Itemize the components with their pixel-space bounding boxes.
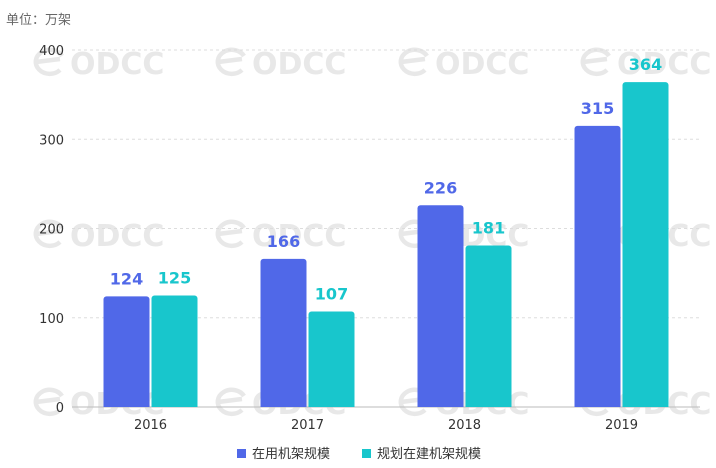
bar-base [622,403,669,407]
y-tick-label: 200 [39,223,64,238]
watermark-logo-icon [33,219,64,249]
bar-in-use-2018 [417,205,464,407]
y-tick-label: 400 [39,44,64,59]
x-tick-label: 2016 [134,418,167,433]
watermark-text: ODCC [252,219,346,254]
data-label: 364 [629,55,662,74]
watermark: ODCC [33,219,164,254]
data-label: 166 [267,232,300,251]
unit-label: 单位：万架 [6,13,71,28]
y-tick-label: 300 [39,133,64,148]
watermark-logo-icon [215,47,246,77]
watermark: ODCC [33,47,164,82]
y-tick-label: 0 [56,401,64,416]
data-label: 124 [110,269,143,288]
watermark-logo-icon [33,47,64,77]
y-tick-label: 100 [39,312,64,327]
watermark-text: ODCC [70,47,164,82]
watermark-logo-icon [215,219,246,249]
bar-in-use-2016 [103,296,150,407]
labels-layer: 124 125 2016 166 107 2017 226 181 2018 315 364 2019 [110,55,662,433]
legend-swatch [237,449,246,458]
watermark-text: ODCC [70,219,164,254]
legend-label: 规划在建机架规模 [377,447,481,462]
watermark: ODCC [215,219,346,254]
watermark: ODCC [398,47,529,82]
bar-base [308,403,355,407]
bar-base [417,403,464,407]
bar-in-use-2017 [260,258,307,407]
bar-in-use-2019 [574,125,621,408]
x-tick-label: 2018 [448,418,481,433]
data-label: 226 [424,178,457,197]
watermark-logo-icon [215,387,246,417]
bar-planned-2019 [622,82,669,407]
watermark-logo-icon [33,387,64,417]
data-label: 107 [315,285,348,304]
watermark: ODCC [580,47,711,82]
watermark: ODCC [215,47,346,82]
x-tick-label: 2019 [605,418,638,433]
bar-base [574,403,621,407]
legend-item: 在用机架规模 [237,447,330,462]
legend-swatch [362,449,371,458]
watermark-text: ODCC [435,47,529,82]
watermark-logo-icon [398,47,429,77]
watermark-logo-icon [580,47,611,77]
bar-base [465,403,512,407]
bar-base [103,403,150,407]
watermark-text: ODCC [252,47,346,82]
bar-planned-2016 [151,295,198,407]
bar-planned-2017 [308,311,355,407]
legend-label: 在用机架规模 [252,447,330,462]
bar-base [151,403,198,407]
bar-base [260,403,307,407]
legend: 在用机架规模 规划在建机架规模 [237,447,481,462]
x-tick-label: 2017 [291,418,324,433]
data-label: 181 [472,218,505,237]
watermark-text: ODCC [617,47,711,82]
bars-layer [103,82,669,408]
data-label: 315 [581,99,614,118]
legend-item: 规划在建机架规模 [362,447,481,462]
bar-planned-2018 [465,245,512,407]
data-label: 125 [158,268,191,287]
